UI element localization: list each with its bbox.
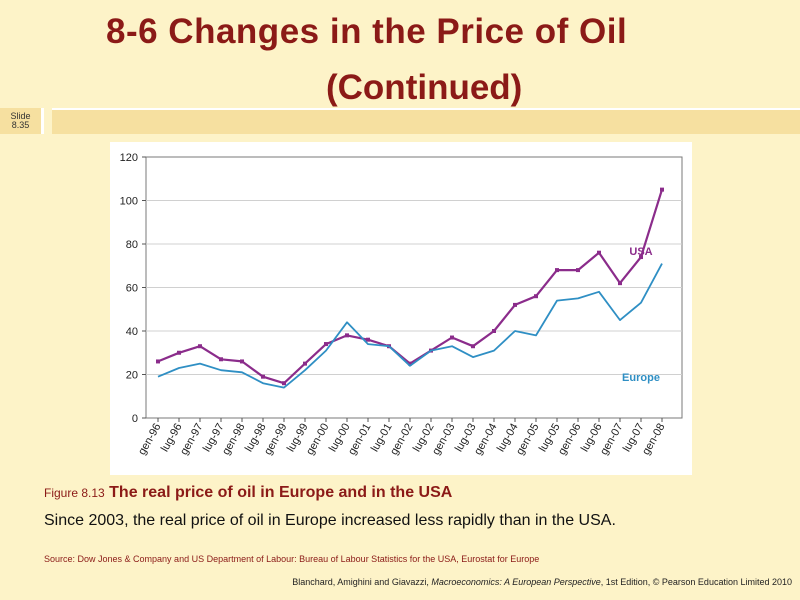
data-point-usa: [366, 337, 370, 342]
data-point-usa: [282, 381, 286, 386]
y-tick-label: 100: [120, 196, 138, 208]
figure-description: Since 2003, the real price of oil in Eur…: [44, 512, 616, 529]
series-line-usa: [157, 189, 664, 385]
data-point-usa: [597, 250, 601, 255]
y-tick-label: 80: [126, 239, 138, 251]
header-band: Slide 8.35: [0, 108, 800, 134]
chart-container: 0 20 40 60 80 100 120 gen-96 lug-96 gen-97 lug-97 g…: [110, 142, 692, 475]
y-tick-label: 20: [126, 370, 138, 382]
data-point-usa: [492, 329, 496, 333]
data-point-usa: [156, 359, 160, 364]
figure-label: Figure 8.13: [44, 486, 105, 500]
data-point-usa: [408, 361, 412, 366]
slide-number-tab: Slide 8.35: [0, 108, 44, 134]
slide-number: 8.35: [11, 120, 30, 130]
data-point-usa: [639, 255, 643, 260]
data-point-usa: [555, 268, 559, 273]
data-point-usa: [450, 335, 454, 340]
series-line-europe: [157, 263, 663, 389]
data-point-usa: [303, 361, 307, 366]
figure-title: The real price of oil in Europe and in t…: [109, 484, 453, 501]
y-tick-label: 60: [126, 283, 138, 295]
figure-caption: Figure 8.13 The real price of oil in Eur…: [44, 484, 744, 529]
data-point-usa: [471, 344, 475, 349]
y-tick-label: 0: [132, 413, 138, 425]
footer-authors: Blanchard, Amighini and Giavazzi,: [292, 577, 432, 587]
footer-credit: Blanchard, Amighini and Giavazzi, Macroe…: [292, 577, 792, 587]
data-point-usa: [324, 342, 328, 347]
slide-title-line-2: (Continued): [326, 68, 523, 107]
data-point-usa: [219, 357, 223, 362]
data-point-usa: [513, 302, 517, 307]
series-label-europe: Europe: [622, 372, 660, 384]
footer-book-title: Macroeconomics: A European Perspective: [431, 577, 601, 587]
data-point-usa: [618, 281, 622, 286]
series-label-usa: USA: [629, 246, 652, 258]
y-tick-label: 120: [120, 152, 138, 164]
data-point-usa: [534, 294, 538, 299]
data-point-usa: [261, 374, 265, 379]
slide-label: Slide: [10, 111, 31, 121]
footer-edition: , 1st Edition, © Pearson Education Limit…: [600, 577, 792, 587]
figure-source: Source: Dow Jones & Company and US Depar…: [44, 554, 540, 564]
data-point-usa: [177, 350, 181, 355]
oil-price-chart: 020406080100120gen-96lug-96gen-97lug-97g…: [120, 152, 683, 458]
data-point-usa: [345, 333, 349, 338]
data-point-usa: [576, 268, 580, 273]
header-strip: [52, 108, 800, 134]
data-point-usa: [240, 359, 244, 364]
x-tick-label: gen-96: [136, 422, 164, 458]
y-tick-label: 40: [126, 326, 138, 338]
data-point-usa: [198, 344, 202, 349]
slide-title-line-1: 8-6 Changes in the Price of Oil: [106, 12, 628, 51]
data-point-usa: [660, 187, 664, 192]
